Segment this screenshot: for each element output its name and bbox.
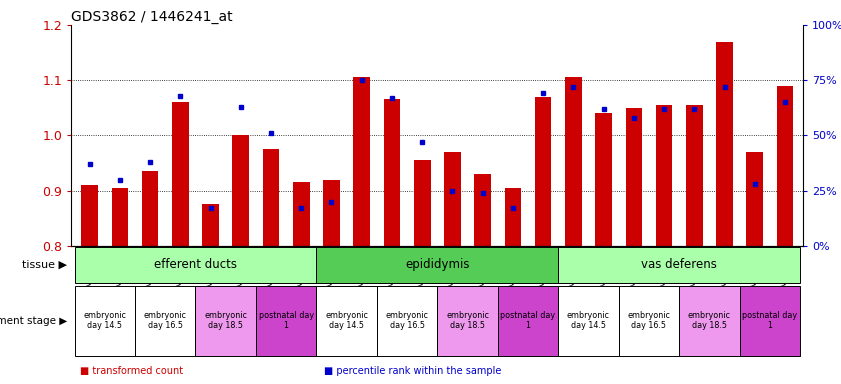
- Bar: [498, 286, 558, 356]
- Text: embryonic
day 16.5: embryonic day 16.5: [385, 311, 429, 330]
- Bar: [444, 152, 461, 246]
- Text: ■ percentile rank within the sample: ■ percentile rank within the sample: [324, 366, 501, 376]
- Bar: [619, 286, 680, 356]
- Bar: [558, 247, 800, 283]
- Bar: [82, 185, 98, 246]
- Bar: [740, 286, 800, 356]
- Bar: [256, 286, 316, 356]
- Text: GDS3862 / 1446241_at: GDS3862 / 1446241_at: [71, 10, 233, 24]
- Text: embryonic
day 18.5: embryonic day 18.5: [204, 311, 247, 330]
- Text: embryonic
day 16.5: embryonic day 16.5: [627, 311, 670, 330]
- Text: embryonic
day 14.5: embryonic day 14.5: [325, 311, 368, 330]
- Bar: [717, 41, 733, 246]
- Bar: [437, 286, 498, 356]
- Bar: [558, 286, 619, 356]
- Bar: [202, 204, 219, 246]
- Bar: [474, 174, 491, 246]
- Text: embryonic
day 14.5: embryonic day 14.5: [83, 311, 126, 330]
- Text: embryonic
day 16.5: embryonic day 16.5: [144, 311, 187, 330]
- Bar: [262, 149, 279, 246]
- Bar: [112, 188, 128, 246]
- Bar: [535, 97, 552, 246]
- Text: embryonic
day 18.5: embryonic day 18.5: [688, 311, 731, 330]
- Text: tissue ▶: tissue ▶: [22, 260, 67, 270]
- Text: ■ transformed count: ■ transformed count: [80, 366, 183, 376]
- Bar: [680, 286, 740, 356]
- Bar: [195, 286, 256, 356]
- Bar: [505, 188, 521, 246]
- Text: postnatal day
1: postnatal day 1: [743, 311, 797, 330]
- Bar: [293, 182, 309, 246]
- Text: epididymis: epididymis: [405, 258, 469, 271]
- Bar: [75, 286, 135, 356]
- Bar: [686, 105, 702, 246]
- Bar: [414, 160, 431, 246]
- Bar: [142, 171, 158, 246]
- Text: postnatal day
1: postnatal day 1: [258, 311, 314, 330]
- Text: postnatal day
1: postnatal day 1: [500, 311, 556, 330]
- Bar: [777, 86, 793, 246]
- Text: development stage ▶: development stage ▶: [0, 316, 67, 326]
- Bar: [172, 102, 188, 246]
- Text: efferent ducts: efferent ducts: [154, 258, 237, 271]
- Bar: [377, 286, 437, 356]
- Bar: [626, 108, 643, 246]
- Bar: [232, 136, 249, 246]
- Bar: [316, 286, 377, 356]
- Bar: [383, 99, 400, 246]
- Text: vas deferens: vas deferens: [641, 258, 717, 271]
- Bar: [353, 78, 370, 246]
- Bar: [747, 152, 763, 246]
- Text: embryonic
day 14.5: embryonic day 14.5: [567, 311, 610, 330]
- Bar: [565, 78, 582, 246]
- Bar: [316, 247, 558, 283]
- Bar: [656, 105, 673, 246]
- Bar: [323, 180, 340, 246]
- Bar: [75, 247, 316, 283]
- Bar: [595, 113, 612, 246]
- Text: embryonic
day 18.5: embryonic day 18.5: [446, 311, 489, 330]
- Bar: [135, 286, 195, 356]
